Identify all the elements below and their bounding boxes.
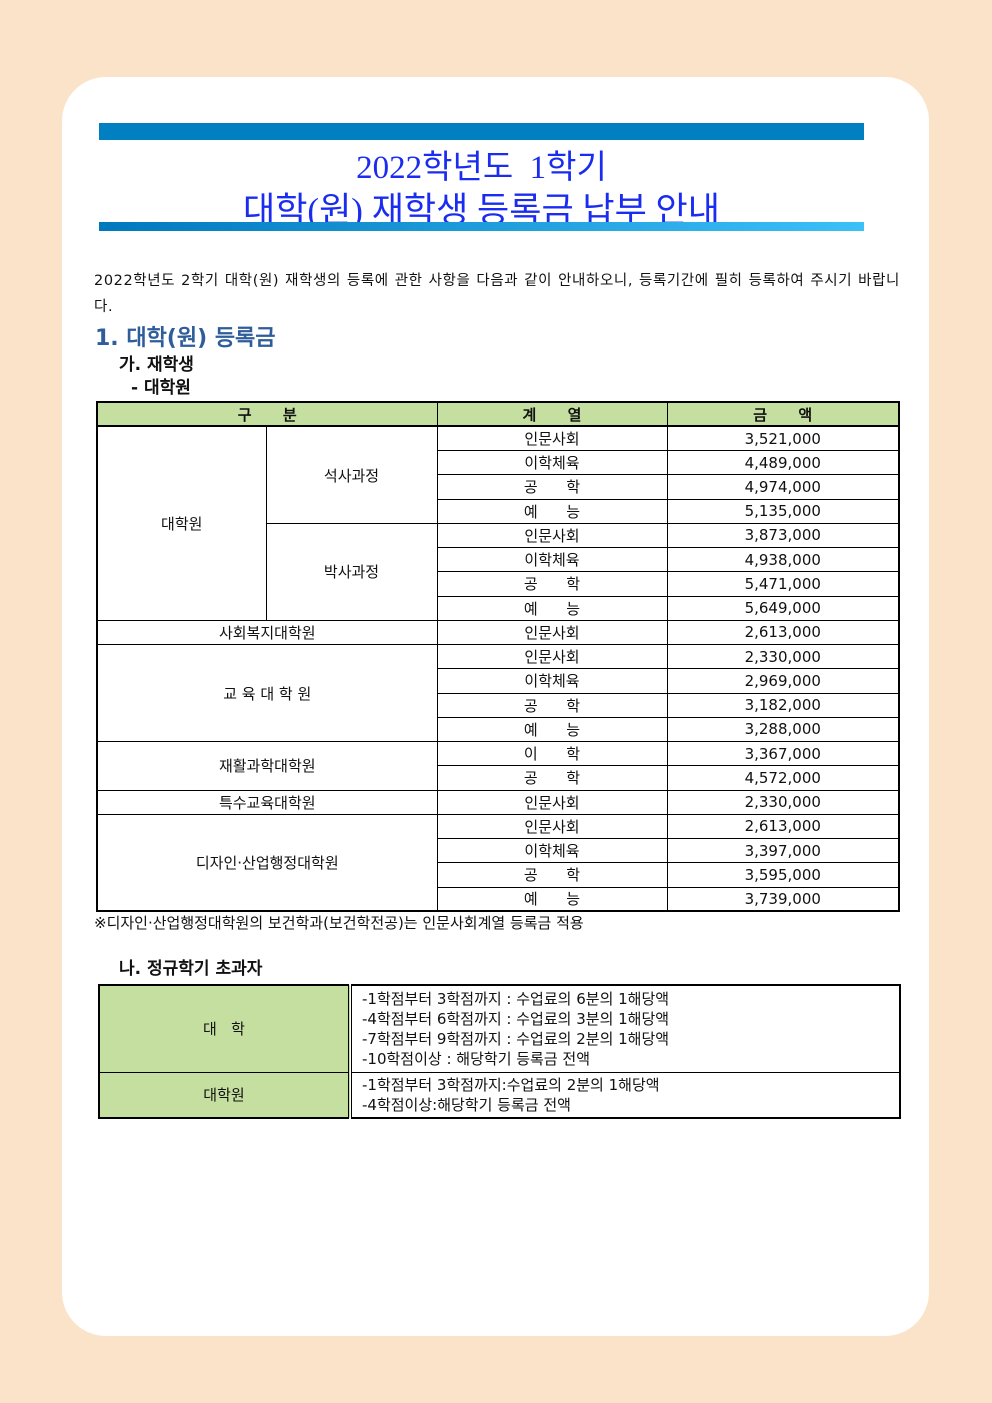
amount-cell: 4,572,000 bbox=[666, 765, 900, 791]
field-cell: 예 능 bbox=[436, 498, 668, 524]
table-row: 예 능 3,739,000 bbox=[97, 886, 900, 912]
amount-cell: 3,739,000 bbox=[666, 886, 900, 912]
field-cell: 이학체육 bbox=[436, 837, 668, 864]
field-cell: 이학체육 bbox=[436, 668, 668, 694]
content-line: -10학점이상 : 해당학기 등록금 전액 bbox=[362, 1049, 591, 1068]
group-label: 디자인·산업행정대학원 bbox=[96, 813, 438, 912]
table-row: 이학체육 2,969,000 bbox=[97, 668, 900, 694]
group-label: 사회복지대학원 bbox=[96, 619, 438, 646]
field-cell: 인문사회 bbox=[436, 425, 668, 452]
row-label: 대 학 bbox=[98, 984, 352, 1073]
page-title-line1: 2022학년도 1학기 bbox=[356, 150, 607, 186]
row-content: -1학점부터 3학점까지:수업료의 2분의 1해당액 -4학점이상:해당학기 등… bbox=[349, 1071, 901, 1119]
amount-cell: 5,471,000 bbox=[666, 571, 900, 597]
amount-cell: 3,521,000 bbox=[666, 425, 900, 452]
content-line: -4학점부터 6학점까지 : 수업료의 3분의 1해당액 bbox=[362, 1009, 670, 1028]
amount-cell: 2,613,000 bbox=[666, 619, 900, 646]
field-cell: 인문사회 bbox=[436, 789, 668, 815]
table-row: 공 학 4,572,000 bbox=[97, 765, 900, 791]
row-content: -1학점부터 3학점까지 : 수업료의 6분의 1해당액 -4학점부터 6학점까… bbox=[349, 984, 901, 1073]
table-note: ※디자인·산업행정대학원의 보건학과(보건학전공)는 인문사회계열 등록금 적용 bbox=[94, 914, 584, 932]
amount-cell: 4,938,000 bbox=[666, 546, 900, 573]
table-row: 대학원 -1학점부터 3학점까지:수업료의 2분의 1해당액 -4학점이상:해당… bbox=[98, 1071, 901, 1119]
table-row: 특수교육대학원 인문사회 2,330,000 bbox=[96, 789, 900, 815]
amount-cell: 4,974,000 bbox=[666, 474, 900, 500]
title-bottom-bar bbox=[99, 222, 864, 231]
field-cell: 이학체육 bbox=[436, 449, 668, 476]
field-cell: 예 능 bbox=[436, 595, 668, 621]
field-cell: 공 학 bbox=[436, 862, 668, 888]
table-row: 이학체육 4,938,000 bbox=[97, 546, 900, 573]
header-amount: 금 액 bbox=[666, 401, 900, 428]
table-row: 예 능 5,135,000 bbox=[97, 498, 900, 524]
table-row: 이학체육 4,489,000 bbox=[97, 449, 900, 476]
header-field: 계 열 bbox=[436, 401, 668, 428]
subsection-heading: 가. 재학생 bbox=[119, 355, 194, 375]
content-line: -1학점부터 3학점까지 : 수업료의 6분의 1해당액 bbox=[362, 989, 670, 1008]
table-header-row: 구 분 계 열 금 액 bbox=[96, 401, 900, 428]
excess-semester-table: 대 학 -1학점부터 3학점까지 : 수업료의 6분의 1해당액 -4학점부터 … bbox=[98, 984, 901, 1119]
content-line: -7학점부터 9학점까지 : 수업료의 2분의 1해당액 bbox=[362, 1029, 670, 1048]
header-category: 구 분 bbox=[96, 401, 438, 428]
section-heading: 1. 대학(원) 등록금 bbox=[95, 326, 276, 351]
subsubsection-heading: - 대학원 bbox=[131, 378, 191, 398]
field-cell: 인문사회 bbox=[436, 619, 668, 646]
group-label: 특수교육대학원 bbox=[96, 789, 438, 815]
intro-text: 2022학년도 2학기 대학(원) 재학생의 등록에 관한 사항을 다음과 같이… bbox=[94, 273, 900, 315]
table-row: 공 학 3,595,000 bbox=[97, 862, 900, 888]
field-cell: 인문사회 bbox=[436, 643, 668, 670]
field-cell: 이학체육 bbox=[436, 546, 668, 573]
table-row: 디자인·산업행정대학원 인문사회 2,613,000 bbox=[96, 813, 900, 912]
table-row: 대학원 석사과정 인문사회 3,521,000 bbox=[96, 425, 900, 621]
tuition-table: 구 분 계 열 금 액 대학원 석사과정 인문사회 3,521,000 이학체육 4,4… bbox=[96, 401, 900, 913]
title-top-bar bbox=[99, 123, 864, 140]
amount-cell: 3,397,000 bbox=[666, 837, 900, 864]
table-row: 사회복지대학원 인문사회 2,613,000 bbox=[96, 619, 900, 646]
amount-cell: 2,330,000 bbox=[666, 789, 900, 815]
subgroup-label: 석사과정 bbox=[265, 425, 438, 524]
field-cell: 공 학 bbox=[436, 571, 668, 597]
amount-cell: 5,135,000 bbox=[666, 498, 900, 524]
field-cell: 공 학 bbox=[436, 692, 668, 718]
field-cell: 공 학 bbox=[436, 474, 668, 500]
field-cell: 인문사회 bbox=[436, 522, 668, 549]
group-label: 대학원 bbox=[96, 425, 267, 621]
field-cell: 예 능 bbox=[436, 886, 668, 912]
table-row: 공 학 3,182,000 bbox=[97, 692, 900, 718]
table-row: 공 학 4,974,000 bbox=[97, 474, 900, 500]
amount-cell: 5,649,000 bbox=[666, 595, 900, 621]
table-row: 공 학 5,471,000 bbox=[97, 571, 900, 597]
subsection-heading-2: 나. 정규학기 초과자 bbox=[119, 959, 263, 979]
field-cell: 인문사회 bbox=[436, 813, 668, 840]
amount-cell: 2,330,000 bbox=[666, 643, 900, 670]
content-line: -1학점부터 3학점까지:수업료의 2분의 1해당액 bbox=[362, 1075, 660, 1094]
table-row: 예 능 3,288,000 bbox=[97, 716, 900, 743]
amount-cell: 3,595,000 bbox=[666, 862, 900, 888]
group-label: 교 육 대 학 원 bbox=[96, 644, 438, 742]
field-cell: 공 학 bbox=[436, 765, 668, 791]
amount-cell: 3,367,000 bbox=[666, 740, 900, 767]
subgroup-label: 박사과정 bbox=[265, 522, 438, 621]
content-line: -4학점이상:해당학기 등록금 전액 bbox=[362, 1095, 571, 1114]
row-label: 대학원 bbox=[98, 1071, 352, 1119]
field-cell: 이 학 bbox=[436, 740, 668, 767]
amount-cell: 3,288,000 bbox=[666, 716, 900, 743]
field-cell: 예 능 bbox=[436, 716, 668, 743]
amount-cell: 2,613,000 bbox=[666, 813, 900, 840]
table-row: 교 육 대 학 원 인문사회 2,330,000 bbox=[96, 643, 900, 742]
amount-cell: 2,969,000 bbox=[666, 668, 900, 694]
amount-cell: 4,489,000 bbox=[666, 449, 900, 476]
table-row: 재활과학대학원 이 학 3,367,000 bbox=[96, 740, 900, 791]
amount-cell: 3,873,000 bbox=[666, 522, 900, 549]
group-label: 재활과학대학원 bbox=[96, 741, 438, 791]
amount-cell: 3,182,000 bbox=[666, 692, 900, 718]
table-row: 대 학 -1학점부터 3학점까지 : 수업료의 6분의 1해당액 -4학점부터 … bbox=[98, 984, 901, 1073]
